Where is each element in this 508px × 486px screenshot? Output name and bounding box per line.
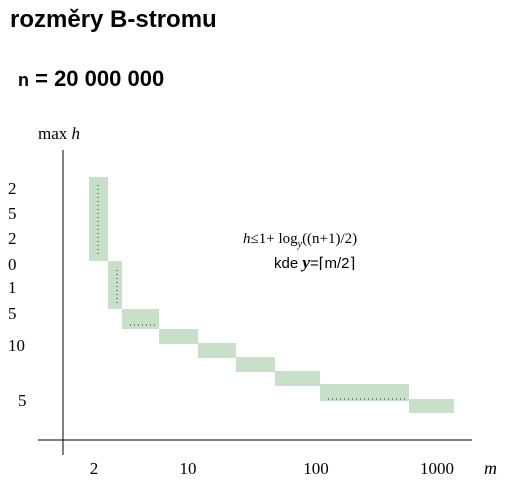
x-axis-label: m [484, 458, 497, 478]
y-label: 2 [8, 229, 17, 248]
x-label: 100 [303, 459, 329, 478]
x-labels: 2 10 100 1000 [90, 459, 454, 478]
band [89, 177, 108, 261]
y-label: 2 [8, 179, 17, 198]
band [236, 357, 275, 372]
y-label: 5 [8, 304, 17, 323]
band [159, 329, 198, 344]
formula-arg: ((n+1)/2) [302, 231, 357, 247]
band [122, 309, 159, 329]
bands [89, 177, 454, 413]
formula-sub: y [297, 239, 303, 250]
title: rozměry B-stromu [10, 6, 217, 33]
x-label: 2 [90, 459, 99, 478]
formula2-y: y [300, 253, 310, 272]
subtitle-var: n [18, 70, 29, 90]
formula2-rest: =⌈m/2⌉ [310, 255, 355, 272]
formula2-kde: kde [274, 255, 302, 272]
band [409, 399, 454, 413]
y-label: 10 [8, 336, 25, 355]
y-label: 0 [8, 255, 17, 274]
subtitle-rest: = 20 000 000 [29, 66, 164, 91]
y-axis-var: h [72, 124, 81, 143]
formula2: kde y=⌈m/2⌉ [274, 253, 355, 272]
y-axis-label: max h [38, 124, 80, 143]
x-label: 1000 [420, 459, 454, 478]
dots [97, 185, 405, 400]
band [108, 261, 122, 309]
band [275, 371, 320, 386]
y-label: 5 [18, 391, 27, 410]
band [320, 384, 409, 401]
x-label: 10 [180, 459, 197, 478]
y-label: 1 [8, 278, 17, 297]
band [198, 343, 236, 358]
subtitle: n = 20 000 000 [18, 66, 164, 91]
formula-h: h [243, 231, 251, 247]
formula-rel: ≤1+ log [251, 231, 299, 247]
formula: h≤1+ logy((n+1)/2) [243, 231, 357, 250]
y-axis-text: max [38, 124, 72, 143]
y-label: 5 [8, 204, 17, 223]
